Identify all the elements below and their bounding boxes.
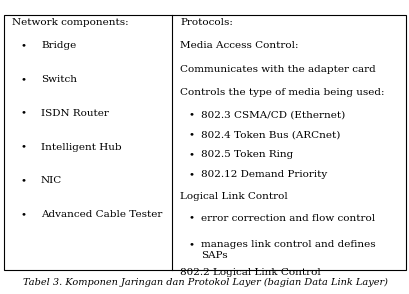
Text: •: • [20,109,27,118]
Text: 802.5 Token Ring: 802.5 Token Ring [200,150,292,159]
Text: •: • [188,150,194,159]
Text: 802.3 CSMA/CD (Ethernet): 802.3 CSMA/CD (Ethernet) [200,110,344,119]
Text: 802.2 Logical Link Control: 802.2 Logical Link Control [180,268,320,277]
Text: manages link control and defines
SAPs: manages link control and defines SAPs [200,240,375,260]
Text: Intelligent Hub: Intelligent Hub [41,143,121,152]
Text: Controls the type of media being used:: Controls the type of media being used: [180,88,384,97]
Text: •: • [20,41,27,50]
Text: •: • [20,210,27,219]
Text: NIC: NIC [41,176,62,186]
Bar [4,15,405,270]
Text: •: • [20,143,27,152]
Text: Switch: Switch [41,75,77,84]
Text: Bridge: Bridge [41,41,76,50]
Text: 802.12 Demand Priority: 802.12 Demand Priority [200,170,326,179]
Text: Network components:: Network components: [12,18,128,27]
Text: •: • [188,240,194,249]
Text: Protocols:: Protocols: [180,18,233,27]
Text: •: • [20,176,27,186]
Text: Logical Link Control: Logical Link Control [180,192,288,201]
Text: Tabel 3. Komponen Jaringan dan Protokol Layer (bagian Data Link Layer): Tabel 3. Komponen Jaringan dan Protokol … [22,278,387,287]
Text: •: • [20,75,27,84]
Text: error correction and flow control: error correction and flow control [200,214,374,223]
Text: 802.4 Token Bus (ARCnet): 802.4 Token Bus (ARCnet) [200,130,339,139]
Text: ISDN Router: ISDN Router [41,109,109,118]
Text: Advanced Cable Tester: Advanced Cable Tester [41,210,162,219]
Text: Communicates with the adapter card: Communicates with the adapter card [180,65,375,74]
Text: •: • [188,130,194,139]
Text: •: • [188,110,194,119]
Text: Media Access Control:: Media Access Control: [180,41,298,50]
Text: •: • [188,170,194,179]
Text: •: • [188,214,194,223]
